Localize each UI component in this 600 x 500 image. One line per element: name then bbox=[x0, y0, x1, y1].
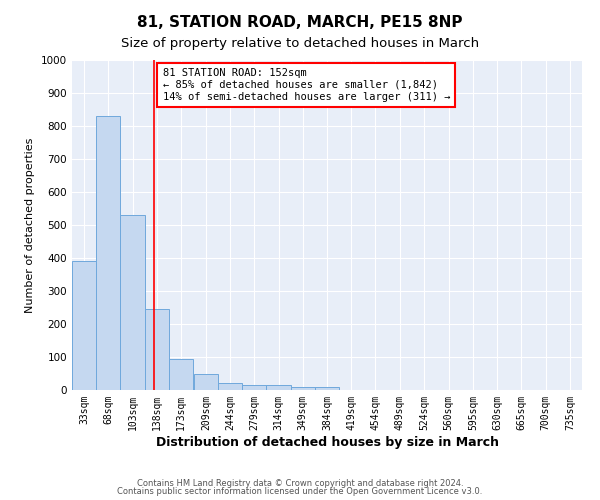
Bar bbox=[145, 309, 169, 390]
Text: 81, STATION ROAD, MARCH, PE15 8NP: 81, STATION ROAD, MARCH, PE15 8NP bbox=[137, 15, 463, 30]
Text: Contains public sector information licensed under the Open Government Licence v3: Contains public sector information licen… bbox=[118, 487, 482, 496]
Bar bbox=[121, 215, 145, 390]
X-axis label: Distribution of detached houses by size in March: Distribution of detached houses by size … bbox=[155, 436, 499, 448]
Bar bbox=[242, 385, 266, 390]
Bar bbox=[290, 386, 315, 390]
Bar bbox=[96, 116, 121, 390]
Bar bbox=[169, 358, 193, 390]
Bar bbox=[194, 374, 218, 390]
Text: Size of property relative to detached houses in March: Size of property relative to detached ho… bbox=[121, 38, 479, 51]
Text: 81 STATION ROAD: 152sqm
← 85% of detached houses are smaller (1,842)
14% of semi: 81 STATION ROAD: 152sqm ← 85% of detache… bbox=[163, 68, 450, 102]
Bar bbox=[218, 382, 242, 390]
Y-axis label: Number of detached properties: Number of detached properties bbox=[25, 138, 35, 312]
Bar bbox=[72, 262, 96, 390]
Text: Contains HM Land Registry data © Crown copyright and database right 2024.: Contains HM Land Registry data © Crown c… bbox=[137, 478, 463, 488]
Bar bbox=[266, 385, 290, 390]
Bar bbox=[315, 386, 339, 390]
